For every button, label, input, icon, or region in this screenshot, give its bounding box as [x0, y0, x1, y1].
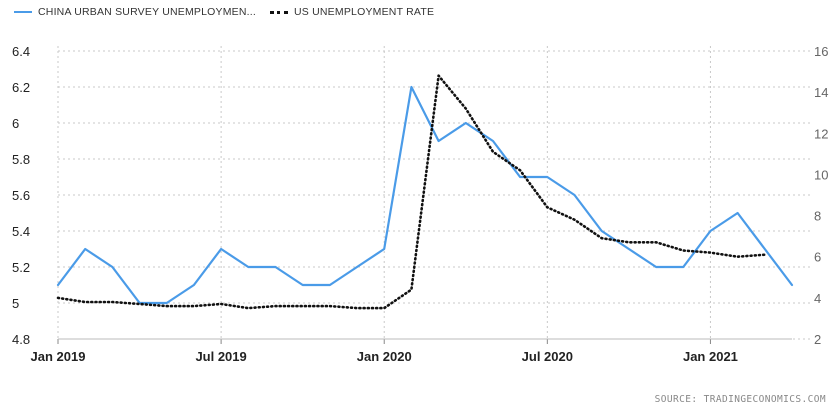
- data-point-us: [273, 304, 277, 308]
- series-line-china-unemployment: [56, 85, 794, 305]
- data-point-china: [518, 175, 522, 179]
- y-right-tick-label: 2: [814, 332, 821, 347]
- y-right-tick-label: 6: [814, 250, 821, 265]
- legend-label-china: CHINA URBAN SURVEY UNEMPLOYMEN...: [38, 6, 257, 18]
- data-point-us: [192, 304, 196, 308]
- source-credit: SOURCE: TRADINGECONOMICS.COM: [654, 394, 826, 405]
- data-point-china: [708, 229, 712, 233]
- x-tick-label: Jan 2019: [31, 349, 86, 364]
- data-point-us: [763, 253, 767, 257]
- data-point-china: [464, 121, 468, 125]
- data-point-china: [110, 265, 114, 269]
- x-tick-label: Jul 2019: [195, 349, 246, 364]
- data-point-us: [627, 240, 631, 244]
- data-point-china: [355, 265, 359, 269]
- data-point-us: [138, 302, 142, 306]
- y-left-tick-label: 5.4: [12, 224, 30, 239]
- data-point-china: [681, 265, 685, 269]
- series-line-us-unemployment: [56, 74, 767, 310]
- data-point-us: [56, 296, 60, 300]
- y-left-tick-label: 4.8: [12, 332, 30, 347]
- data-point-china: [790, 283, 794, 287]
- legend-label-us: US UNEMPLOYMENT RATE: [294, 6, 435, 18]
- y-left-tick-label: 6.2: [12, 80, 30, 95]
- data-point-us: [246, 306, 250, 310]
- data-point-china: [763, 247, 767, 251]
- y-left-tick-label: 5.8: [12, 152, 30, 167]
- y-left-tick-label: 6: [12, 116, 19, 131]
- data-point-china: [573, 193, 577, 197]
- y-left-tick-label: 6.4: [12, 44, 30, 59]
- data-point-china: [301, 283, 305, 287]
- data-point-china: [246, 265, 250, 269]
- data-point-us: [165, 304, 169, 308]
- data-point-us: [708, 251, 712, 255]
- data-point-china: [627, 247, 631, 251]
- data-point-us: [437, 74, 441, 78]
- data-point-us: [83, 300, 87, 304]
- data-point-us: [328, 304, 332, 308]
- data-point-china: [437, 139, 441, 143]
- data-point-china: [219, 247, 223, 251]
- x-tick-label: Jul 2020: [522, 349, 573, 364]
- x-tick-label: Jan 2020: [357, 349, 412, 364]
- legend-item-china[interactable]: CHINA URBAN SURVEY UNEMPLOYMEN...: [14, 6, 256, 18]
- data-point-us: [545, 205, 549, 209]
- data-point-us: [681, 249, 685, 253]
- data-point-us: [409, 288, 413, 292]
- data-point-china: [736, 211, 740, 215]
- data-point-china: [273, 265, 277, 269]
- data-point-china: [654, 265, 658, 269]
- y-right-tick-label: 8: [814, 209, 821, 224]
- y-left-tick-label: 5.2: [12, 260, 30, 275]
- legend-item-us[interactable]: US UNEMPLOYMENT RATE: [270, 6, 434, 18]
- data-point-us: [110, 300, 114, 304]
- x-tick-label: Jan 2021: [683, 349, 738, 364]
- data-point-china: [382, 247, 386, 251]
- legend-swatch-china: [14, 11, 32, 13]
- data-point-china: [409, 85, 413, 89]
- data-point-us: [573, 218, 577, 222]
- data-point-china: [328, 283, 332, 287]
- data-point-china: [600, 229, 604, 233]
- data-point-us: [219, 302, 223, 306]
- chart-legend: CHINA URBAN SURVEY UNEMPLOYMEN... US UNE…: [14, 6, 448, 18]
- data-point-us: [518, 168, 522, 172]
- legend-swatch-us: [270, 10, 289, 14]
- y-right-tick-label: 10: [814, 167, 828, 182]
- y-left-tick-label: 5.6: [12, 188, 30, 203]
- data-point-china: [192, 283, 196, 287]
- data-point-us: [600, 236, 604, 240]
- data-point-us: [491, 150, 495, 154]
- data-point-china: [56, 283, 60, 287]
- y-left-tick-label: 5: [12, 296, 19, 311]
- y-right-tick-label: 16: [814, 44, 828, 59]
- data-point-us: [355, 306, 359, 310]
- data-point-us: [382, 306, 386, 310]
- data-point-us: [654, 240, 658, 244]
- y-right-tick-label: 14: [814, 85, 828, 100]
- y-right-tick-label: 4: [814, 291, 821, 306]
- data-point-us: [301, 304, 305, 308]
- data-point-us: [736, 255, 740, 259]
- data-point-china: [83, 247, 87, 251]
- data-point-china: [545, 175, 549, 179]
- y-right-tick-label: 12: [814, 126, 828, 141]
- data-point-us: [464, 107, 468, 111]
- data-point-china: [491, 139, 495, 143]
